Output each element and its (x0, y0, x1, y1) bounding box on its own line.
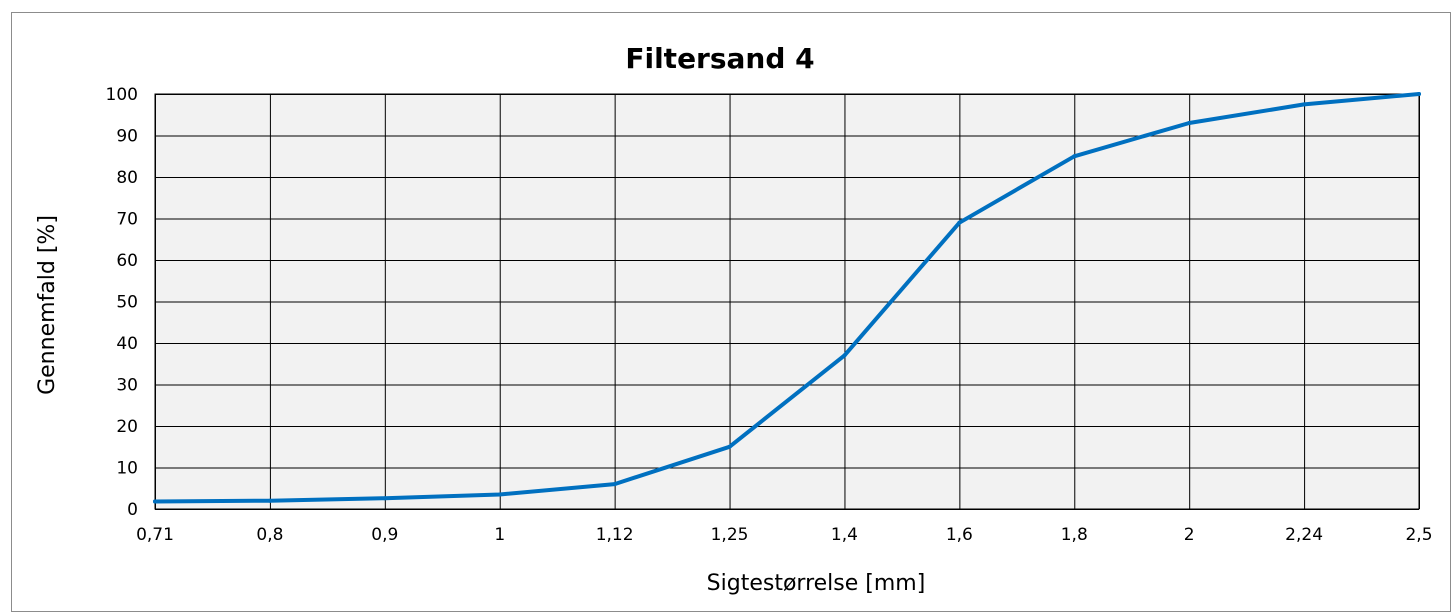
data-point-0-0 (153, 499, 157, 504)
data-point-0-10 (1302, 102, 1307, 107)
x-tick-label-6: 1,4 (831, 525, 858, 545)
y-axis-title: Gennemfald [%] (35, 215, 60, 395)
chart-title: Filtersand 4 (625, 42, 814, 75)
chart-frame: Filtersand 4 0 10 20 30 40 50 60 70 80 90 100 0,71… (11, 12, 1451, 612)
data-point-0-4 (612, 482, 617, 487)
x-tick-label-7: 1,6 (946, 525, 973, 545)
x-tick-label-1: 0,8 (256, 525, 283, 545)
filtersand-chart: Filtersand 4 0 10 20 30 40 50 60 70 80 90 100 0,71… (35, 42, 1433, 596)
x-tick-label-0: 0,71 (136, 525, 174, 545)
x-tick-label-9: 2 (1184, 525, 1195, 545)
data-point-0-8 (1072, 154, 1077, 159)
y-tick-label-4: 40 (116, 334, 138, 354)
y-tick-labels: 0 10 20 30 40 50 60 70 80 90 100 (106, 85, 138, 520)
data-point-0-11 (1417, 92, 1421, 96)
y-tick-label-3: 30 (116, 376, 138, 396)
x-tick-label-2: 0,9 (371, 525, 398, 545)
y-tick-label-8: 80 (116, 168, 138, 188)
data-point-0-7 (957, 220, 962, 225)
y-tick-label-10: 100 (106, 85, 138, 105)
data-point-0-5 (727, 444, 732, 449)
x-tick-label-10: 2,24 (1285, 525, 1323, 545)
series-layer (153, 92, 1421, 504)
data-point-0-1 (267, 498, 272, 503)
x-tick-label-5: 1,25 (711, 525, 749, 545)
y-tick-label-5: 50 (116, 293, 138, 313)
y-tick-label-7: 70 (116, 210, 138, 230)
data-point-0-9 (1187, 121, 1192, 126)
x-tick-labels: 0,71 0,8 0,9 1 1,12 1,25 1,4 1,6 1,8 2 2,24 2,5 (136, 525, 1432, 545)
x-tick-label-11: 2,5 (1405, 525, 1432, 545)
data-point-0-6 (842, 353, 847, 358)
data-point-0-2 (382, 496, 387, 501)
x-axis-title: Sigtestørrelse [mm] (707, 571, 926, 596)
grid-lines (155, 94, 1420, 510)
x-tick-label-4: 1,12 (596, 525, 634, 545)
y-tick-label-2: 20 (116, 417, 138, 437)
y-tick-label-0: 0 (127, 500, 138, 520)
x-tick-label-3: 1 (494, 525, 505, 545)
y-tick-label-1: 10 (116, 459, 138, 479)
y-tick-label-9: 90 (116, 127, 138, 147)
x-tick-label-8: 1,8 (1061, 525, 1088, 545)
y-tick-label-6: 60 (116, 251, 138, 271)
series-line-0 (153, 92, 1421, 504)
data-point-0-3 (497, 492, 502, 497)
